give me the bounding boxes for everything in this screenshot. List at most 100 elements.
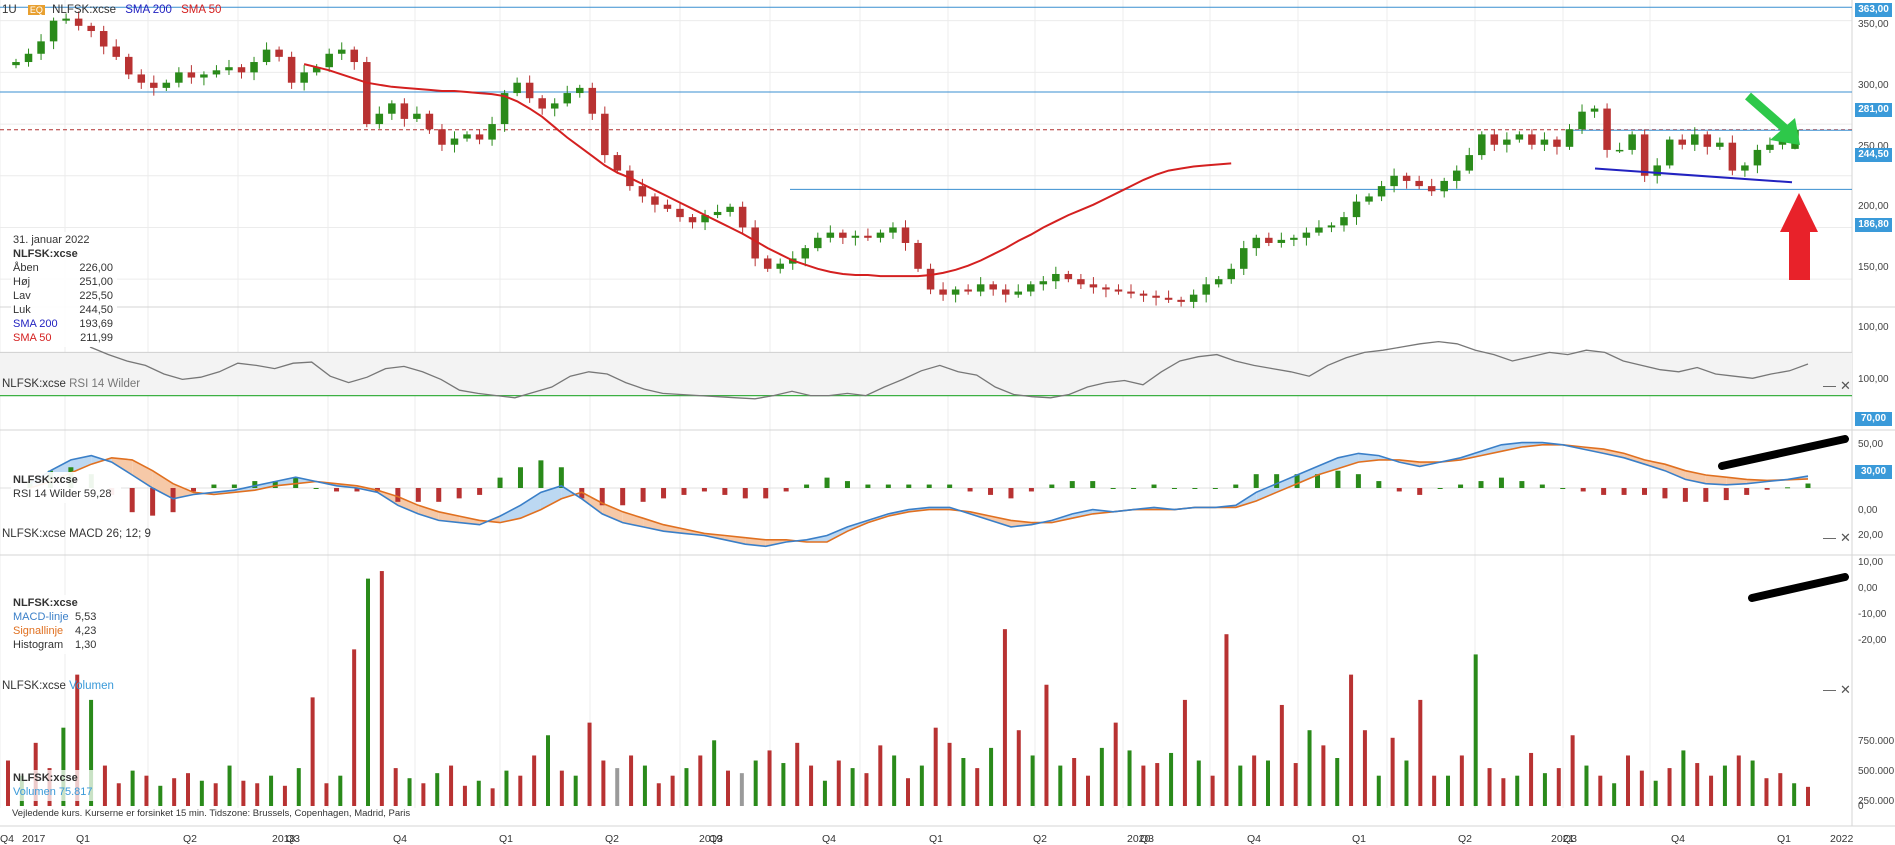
volume-bar <box>1778 773 1783 806</box>
volume-bar <box>421 783 426 806</box>
candle <box>124 53 133 80</box>
macd-fill <box>827 526 848 542</box>
macd-histogram-bar <box>1335 470 1341 488</box>
volume-bar <box>1709 775 1714 806</box>
candle <box>1189 289 1198 309</box>
macd-histogram-bar <box>231 484 237 488</box>
macd-fill <box>132 459 153 488</box>
candle <box>300 65 308 91</box>
candle <box>1214 276 1223 288</box>
volume-bar <box>989 747 994 806</box>
candle <box>162 79 171 91</box>
volume-close-icon[interactable]: ✕ <box>1840 682 1851 697</box>
volume-bar <box>712 740 717 806</box>
volume-bar <box>1224 634 1229 806</box>
macd-fill <box>254 481 276 491</box>
rsi-minimize-icon[interactable]: — <box>1823 378 1836 393</box>
volume-bar <box>656 783 661 806</box>
volume-indicator[interactable]: Volumen <box>69 680 114 692</box>
candle <box>388 100 396 120</box>
macd-histogram-bar <box>436 488 442 502</box>
candle <box>538 95 546 115</box>
macd-indicator[interactable]: MACD 26; 12; 9 <box>69 528 151 540</box>
candle <box>926 263 935 295</box>
volume-bar <box>1099 747 1104 806</box>
macd-histogram-bar <box>313 488 319 489</box>
x-label: Q1 <box>76 833 91 845</box>
volume-bar <box>1044 684 1049 806</box>
candle <box>150 75 158 96</box>
volume-bar <box>1639 770 1644 806</box>
candle <box>726 203 734 217</box>
candle <box>1340 211 1348 232</box>
x-label: Q4 <box>393 833 408 845</box>
volume-bar <box>809 765 814 806</box>
candle <box>513 77 521 97</box>
volume-bar <box>352 649 357 806</box>
badge-281: 281,00 <box>1855 103 1892 117</box>
sma200-legend[interactable]: SMA 200 <box>125 4 172 16</box>
x-label: Q3 <box>286 833 301 845</box>
sma50-line <box>303 63 1232 278</box>
macd-histogram-bar <box>599 488 605 506</box>
rsi-indicator[interactable]: RSI 14 Wilder <box>69 378 141 390</box>
macd-fill <box>111 457 133 475</box>
macd-histogram-bar <box>456 488 462 499</box>
macd-fill <box>152 470 174 499</box>
candle <box>1114 284 1123 295</box>
sma200-line <box>1594 167 1793 184</box>
candle <box>37 34 45 60</box>
volume-bar <box>1806 786 1810 806</box>
macd-close-icon[interactable]: ✕ <box>1840 530 1851 545</box>
rsi-close-icon[interactable]: ✕ <box>1840 378 1851 393</box>
macd-minimize-icon[interactable]: — <box>1823 530 1836 545</box>
candle <box>12 58 20 69</box>
x-label: Q2 <box>605 833 620 845</box>
volume-bar <box>795 742 800 806</box>
sma50-legend[interactable]: SMA 50 <box>181 4 222 16</box>
volume-bar <box>1113 722 1118 806</box>
candle <box>1490 129 1499 151</box>
volume-tick: 750.000 <box>1858 736 1895 747</box>
info-row-open: Åben 226,00 <box>13 262 113 274</box>
macd-histogram-bar <box>1744 488 1750 495</box>
volume-bar <box>1182 699 1187 806</box>
candle <box>1202 277 1210 303</box>
candle <box>312 64 321 76</box>
macd-histogram-bar <box>824 477 830 488</box>
candle <box>1315 220 1323 236</box>
candle <box>638 178 647 203</box>
candle <box>1678 134 1687 150</box>
candle <box>1365 193 1373 205</box>
candle <box>676 201 684 222</box>
price-tick: 100,00 <box>1858 322 1889 333</box>
volume-bar <box>1501 778 1506 806</box>
volume-bar <box>379 571 384 806</box>
volume-bar <box>518 775 523 806</box>
x-label: Q3 <box>1140 833 1155 845</box>
macd-histogram-bar <box>1682 488 1688 502</box>
candle <box>839 229 847 244</box>
candle <box>801 245 810 267</box>
volume-bar <box>1404 760 1409 806</box>
candle <box>651 193 659 213</box>
macd-histogram-bar <box>150 488 156 516</box>
volume-bar <box>1473 654 1478 806</box>
volume-minimize-icon[interactable]: — <box>1823 682 1836 697</box>
x-label: Q1 <box>499 833 514 845</box>
x-label: Q1 <box>1352 833 1367 845</box>
volume-bar <box>1279 704 1284 806</box>
macd-histogram-bar <box>1355 474 1361 488</box>
period-label[interactable]: 1U <box>2 4 17 16</box>
candle <box>1265 232 1273 247</box>
volume-bar <box>753 760 758 806</box>
volume-bar <box>892 755 897 806</box>
candle <box>763 255 772 272</box>
volume-bar <box>1432 775 1437 806</box>
price-tick: 250,00 <box>1858 141 1889 152</box>
rsi-tick: 100,00 <box>1858 374 1889 385</box>
macd-histogram-bar <box>1498 477 1504 488</box>
rsi-badge-30: 30,00 <box>1855 465 1892 479</box>
volume-bar <box>476 780 481 806</box>
macd-histogram-bar <box>1171 488 1177 489</box>
